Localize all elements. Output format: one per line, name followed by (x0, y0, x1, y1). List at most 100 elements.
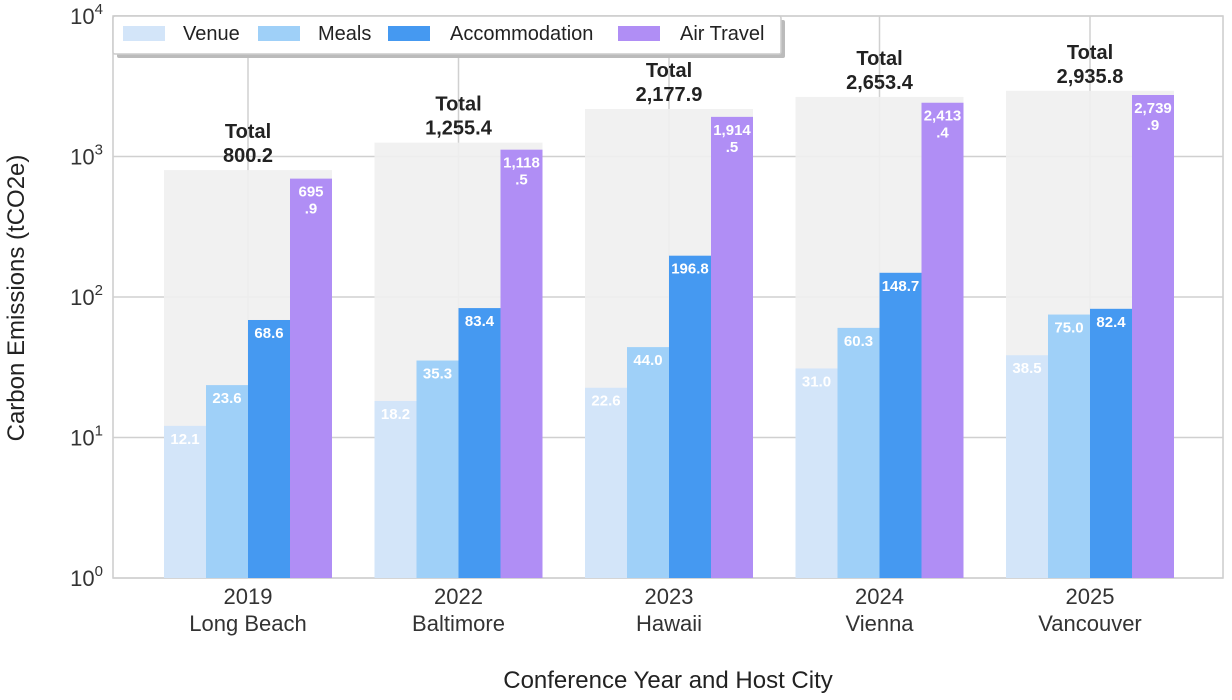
bar-value-label-line: 44.0 (633, 352, 662, 369)
bar-value-label-line: 75.0 (1054, 320, 1083, 337)
y-tick-exponent: 4 (95, 1, 103, 18)
bar-value-label: 2,739.9 (1134, 100, 1172, 134)
series-bars (164, 94, 1174, 579)
bar-value-label-line: .9 (1147, 117, 1160, 134)
bar-air-travel (1132, 94, 1174, 578)
legend-label: Venue (183, 23, 240, 45)
bar-value-label: 35.3 (423, 366, 452, 383)
bar-value-label-line: .9 (305, 201, 318, 218)
y-tick-label: 100 (70, 563, 103, 591)
bar-accommodation (1090, 308, 1132, 578)
bar-meals (627, 347, 669, 578)
bar-air-travel (290, 178, 332, 578)
bar-value-label-line: 22.6 (591, 393, 620, 410)
bar-meals (837, 327, 880, 578)
bar-value-label-line: 35.3 (423, 366, 452, 383)
y-tick-label: 104 (70, 1, 103, 29)
x-tick-year: 2019 (224, 584, 273, 609)
bar-venue (374, 400, 417, 578)
legend-label: Air Travel (680, 23, 764, 45)
legend-label: Accommodation (450, 23, 593, 45)
bar-value-label-line: 60.3 (844, 333, 873, 350)
total-label-value: 2,935.8 (1057, 66, 1124, 88)
bar-meals (206, 385, 248, 578)
legend-swatch-venue (123, 26, 165, 41)
bar-value-label-line: .5 (515, 172, 528, 189)
y-tick-exponent: 2 (95, 282, 103, 299)
bar-value-label: 148.7 (882, 278, 920, 295)
bar-value-label: 82.4 (1096, 314, 1126, 331)
legend-label: Meals (318, 23, 371, 45)
total-label-value: 1,255.4 (425, 118, 493, 140)
bar-value-label-line: 68.6 (254, 325, 283, 342)
bar-value-label: 196.8 (671, 261, 709, 278)
bar-value-label: 44.0 (633, 352, 662, 369)
total-label-value: 800.2 (223, 145, 273, 167)
x-tick-city: Vienna (845, 611, 914, 636)
y-tick-exponent: 0 (95, 563, 103, 580)
bar-air-travel (711, 116, 753, 579)
x-tick-city: Baltimore (412, 611, 505, 636)
x-tick-year: 2022 (434, 584, 483, 609)
y-axis-title: Carbon Emissions (tCO2e) (3, 155, 30, 442)
bar-value-label-line: 695 (298, 184, 323, 201)
x-axis-title: Conference Year and Host City (503, 667, 833, 694)
bar-value-label: 31.0 (802, 373, 831, 390)
bar-air-travel (500, 149, 543, 579)
y-tick-label: 103 (70, 142, 103, 170)
bar-value-label-line: 82.4 (1096, 314, 1126, 331)
bar-venue (585, 387, 627, 578)
bar-value-label-line: 23.6 (212, 390, 241, 407)
bar-value-label: 12.1 (170, 431, 199, 448)
bar-value-label: 18.2 (381, 406, 410, 423)
bar-venue (1006, 355, 1048, 578)
total-label: Total 2,935.8 (1057, 42, 1124, 88)
bar-value-label-line: .4 (936, 125, 949, 142)
bar-venue (795, 368, 838, 578)
bar-value-label-line: 38.5 (1012, 360, 1041, 377)
y-tick-base: 10 (70, 426, 94, 451)
legend-swatch-accommodation (388, 26, 430, 41)
total-label-title: Total (435, 94, 481, 116)
total-label-title: Total (225, 121, 271, 143)
bar-value-label: 22.6 (591, 393, 620, 410)
bar-accommodation (669, 255, 711, 579)
bar-value-label-line: .5 (726, 139, 739, 156)
bar-air-travel (921, 102, 964, 578)
x-tick-city: Vancouver (1038, 611, 1142, 636)
total-label: Total 2,177.9 (636, 60, 703, 106)
y-tick-exponent: 3 (95, 142, 103, 159)
legend-box (112, 15, 782, 55)
bar-value-label-line: 1,914 (713, 122, 751, 139)
bar-value-label: 1,914.5 (713, 122, 751, 156)
y-tick-exponent: 1 (95, 423, 103, 440)
bar-accommodation (879, 272, 922, 578)
x-tick-city: Long Beach (189, 611, 306, 636)
x-tick-year: 2024 (855, 584, 904, 609)
total-label-value: 2,177.9 (636, 84, 703, 106)
y-tick-base: 10 (70, 4, 94, 29)
x-tick-year: 2023 (645, 584, 694, 609)
bar-value-label: 23.6 (212, 390, 241, 407)
bar-value-label: 68.6 (254, 325, 283, 342)
bar-value-label-line: 31.0 (802, 373, 831, 390)
bar-value-label: 75.0 (1054, 320, 1083, 337)
bar-value-label: 1,118.5 (503, 155, 540, 189)
bar-value-label: 695.9 (298, 184, 323, 218)
bar-accommodation (248, 319, 290, 578)
bar-value-label-line: 83.4 (465, 313, 495, 330)
bar-value-label: 83.4 (465, 313, 495, 330)
y-tick-label: 101 (70, 423, 103, 451)
bar-value-label-line: 12.1 (170, 431, 199, 448)
bar-value-label-line: 2,739 (1134, 100, 1172, 117)
total-label: Total 2,653.4 (846, 48, 914, 94)
bar-value-label: 60.3 (844, 333, 873, 350)
bar-value-label-line: 2,413 (924, 108, 962, 125)
total-label-title: Total (646, 60, 692, 82)
bar-value-label: 2,413.4 (924, 108, 962, 142)
bar-meals (1048, 314, 1090, 578)
bar-value-label-line: 1,118 (503, 155, 540, 172)
bar-value-labels: 12.1 18.2 22.6 31.0 38.5 23.6 35.3 44.0 60.3 75.0… (170, 100, 1171, 448)
